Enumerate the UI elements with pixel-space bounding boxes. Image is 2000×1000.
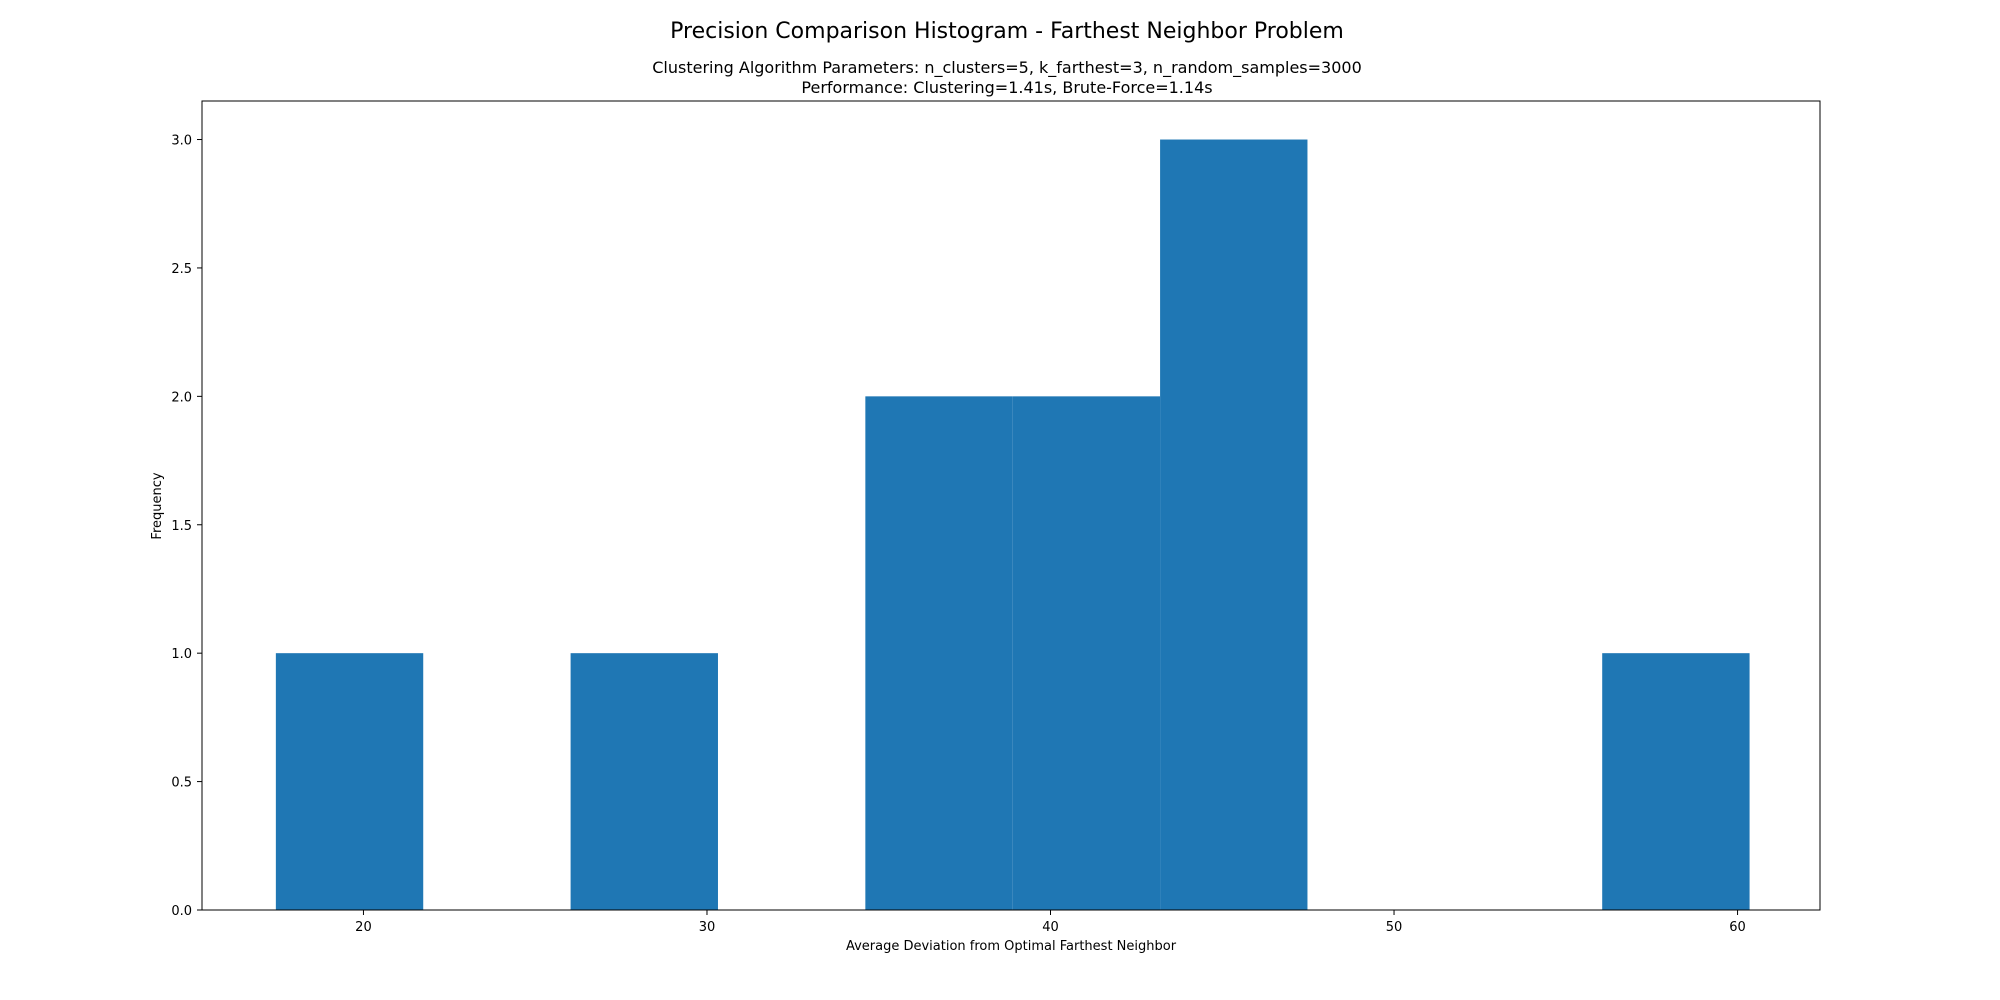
chart-subtitle-line-1: Clustering Algorithm Parameters: n_clust… — [652, 58, 1362, 78]
x-tick-label: 50 — [1386, 920, 1403, 935]
histogram-bar-6 — [1160, 139, 1308, 910]
x-tick-label: 60 — [1729, 920, 1746, 935]
x-axis-ticks: 20 30 40 50 60 — [355, 910, 1746, 935]
histogram-bar-5 — [1012, 396, 1161, 910]
y-tick-label: 3.0 — [171, 134, 192, 149]
histogram-bar-2 — [570, 653, 718, 910]
y-tick-label: 2.0 — [171, 390, 192, 405]
histogram-bar-4 — [865, 396, 1013, 910]
histogram-bars — [275, 139, 1750, 910]
histogram-bar-9 — [1602, 653, 1750, 910]
y-tick-label: 1.0 — [171, 647, 192, 662]
chart-title: Precision Comparison Histogram - Farthes… — [670, 19, 1344, 44]
y-axis-ticks: 0.0 0.5 1.0 1.5 2.0 2.5 3.0 — [171, 134, 202, 919]
x-axis-label: Average Deviation from Optimal Farthest … — [846, 939, 1177, 954]
chart-subtitle-line-2: Performance: Clustering=1.41s, Brute-For… — [801, 78, 1212, 97]
x-tick-label: 30 — [699, 920, 716, 935]
y-tick-label: 1.5 — [171, 519, 192, 534]
y-tick-label: 0.0 — [171, 904, 192, 919]
x-tick-label: 20 — [355, 920, 372, 935]
x-tick-label: 40 — [1042, 920, 1059, 935]
y-tick-label: 0.5 — [171, 776, 192, 791]
histogram-bar-0 — [275, 653, 424, 910]
y-tick-label: 2.5 — [171, 262, 192, 277]
y-axis-label: Frequency — [150, 472, 165, 539]
plot-frame — [201, 100, 1821, 911]
